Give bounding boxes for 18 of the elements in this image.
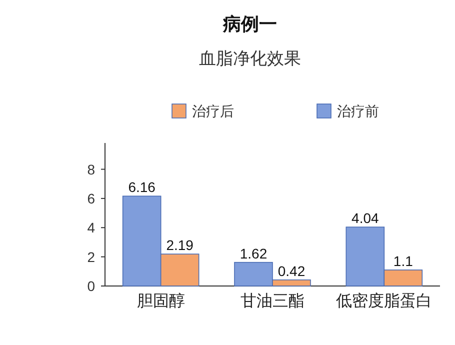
x-tick-label: 甘油三酯	[240, 292, 304, 310]
data-label: 1.62	[240, 245, 268, 262]
data-label: 0.42	[278, 262, 306, 279]
y-tick-label: 6	[87, 190, 96, 206]
chart-title: 病例一	[222, 14, 277, 34]
y-tick-label: 2	[87, 248, 96, 265]
y-tick-label: 0	[87, 278, 96, 294]
y-tick-label: 4	[87, 220, 96, 236]
chart-subtitle: 血脂净化效果	[199, 49, 301, 68]
data-label: 6.16	[128, 179, 156, 196]
x-tick-label: 胆固醇	[136, 292, 185, 310]
legend-label: 治疗后	[192, 103, 234, 119]
y-tick-label: 8	[87, 161, 96, 178]
data-label: 4.04	[352, 210, 380, 226]
legend-label: 治疗前	[337, 103, 379, 119]
x-tick-label: 低密度脂蛋白	[336, 292, 432, 310]
data-label: 1.1	[393, 252, 414, 269]
data-label: 2.19	[166, 237, 194, 254]
